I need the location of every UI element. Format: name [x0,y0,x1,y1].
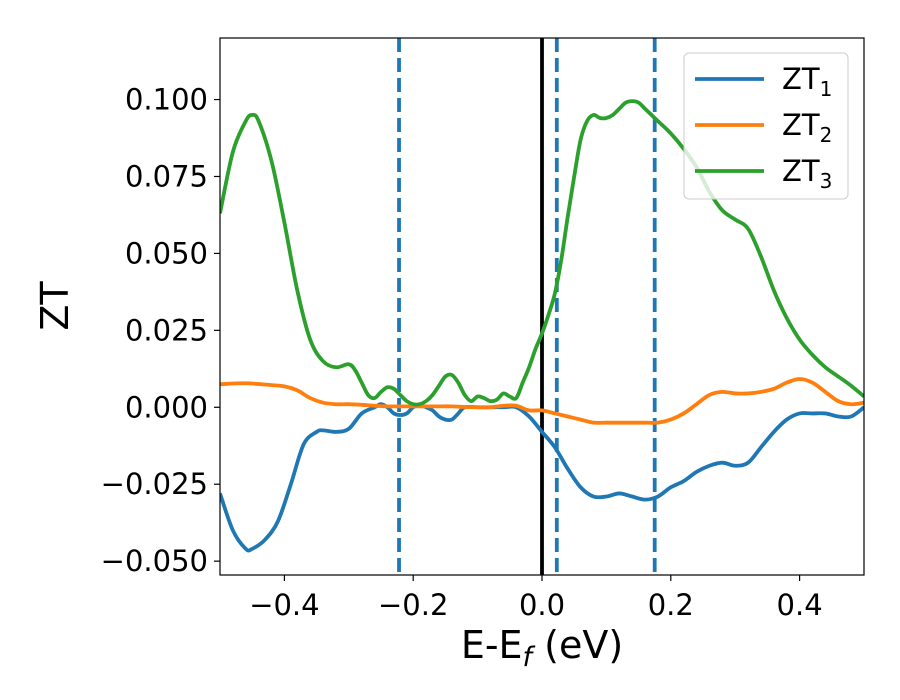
x-axis-label-unit: (eV) [532,623,623,667]
x-tick-label: −0.2 [378,588,448,622]
reference-lines [397,38,657,575]
y-axis-ticks: −0.050 −0.025 0.000 0.025 0.050 0.075 0.100 [101,83,220,578]
legend-label-zt3: ZT3 [782,154,832,193]
x-tick-label: −0.4 [249,588,319,622]
y-axis-label: ZT [33,281,77,331]
x-tick-label: 0.2 [648,588,694,622]
legend-frame [683,52,849,200]
y-tick-label: −0.050 [101,544,208,578]
y-tick-label: 0.025 [125,313,208,347]
y-tick-label: −0.025 [101,467,208,501]
legend-label-zt1: ZT1 [782,62,832,101]
x-axis-ticks: −0.4 −0.2 0.0 0.2 0.4 [249,575,823,622]
legend-label-zt2: ZT2 [782,108,832,147]
x-axis-label-main: E-E [461,623,523,667]
x-tick-label: 0.0 [519,588,565,622]
x-axis-label: E-Ef (eV) [461,623,623,673]
y-tick-label: 0.075 [125,159,208,193]
y-tick-label: 0.000 [125,390,208,424]
y-tick-label: 0.050 [125,236,208,270]
legend: ZT1 ZT2 ZT3 [683,52,849,200]
x-tick-label: 0.4 [777,588,823,622]
series-line-zt2 [220,377,864,425]
y-tick-label: 0.100 [125,83,208,117]
